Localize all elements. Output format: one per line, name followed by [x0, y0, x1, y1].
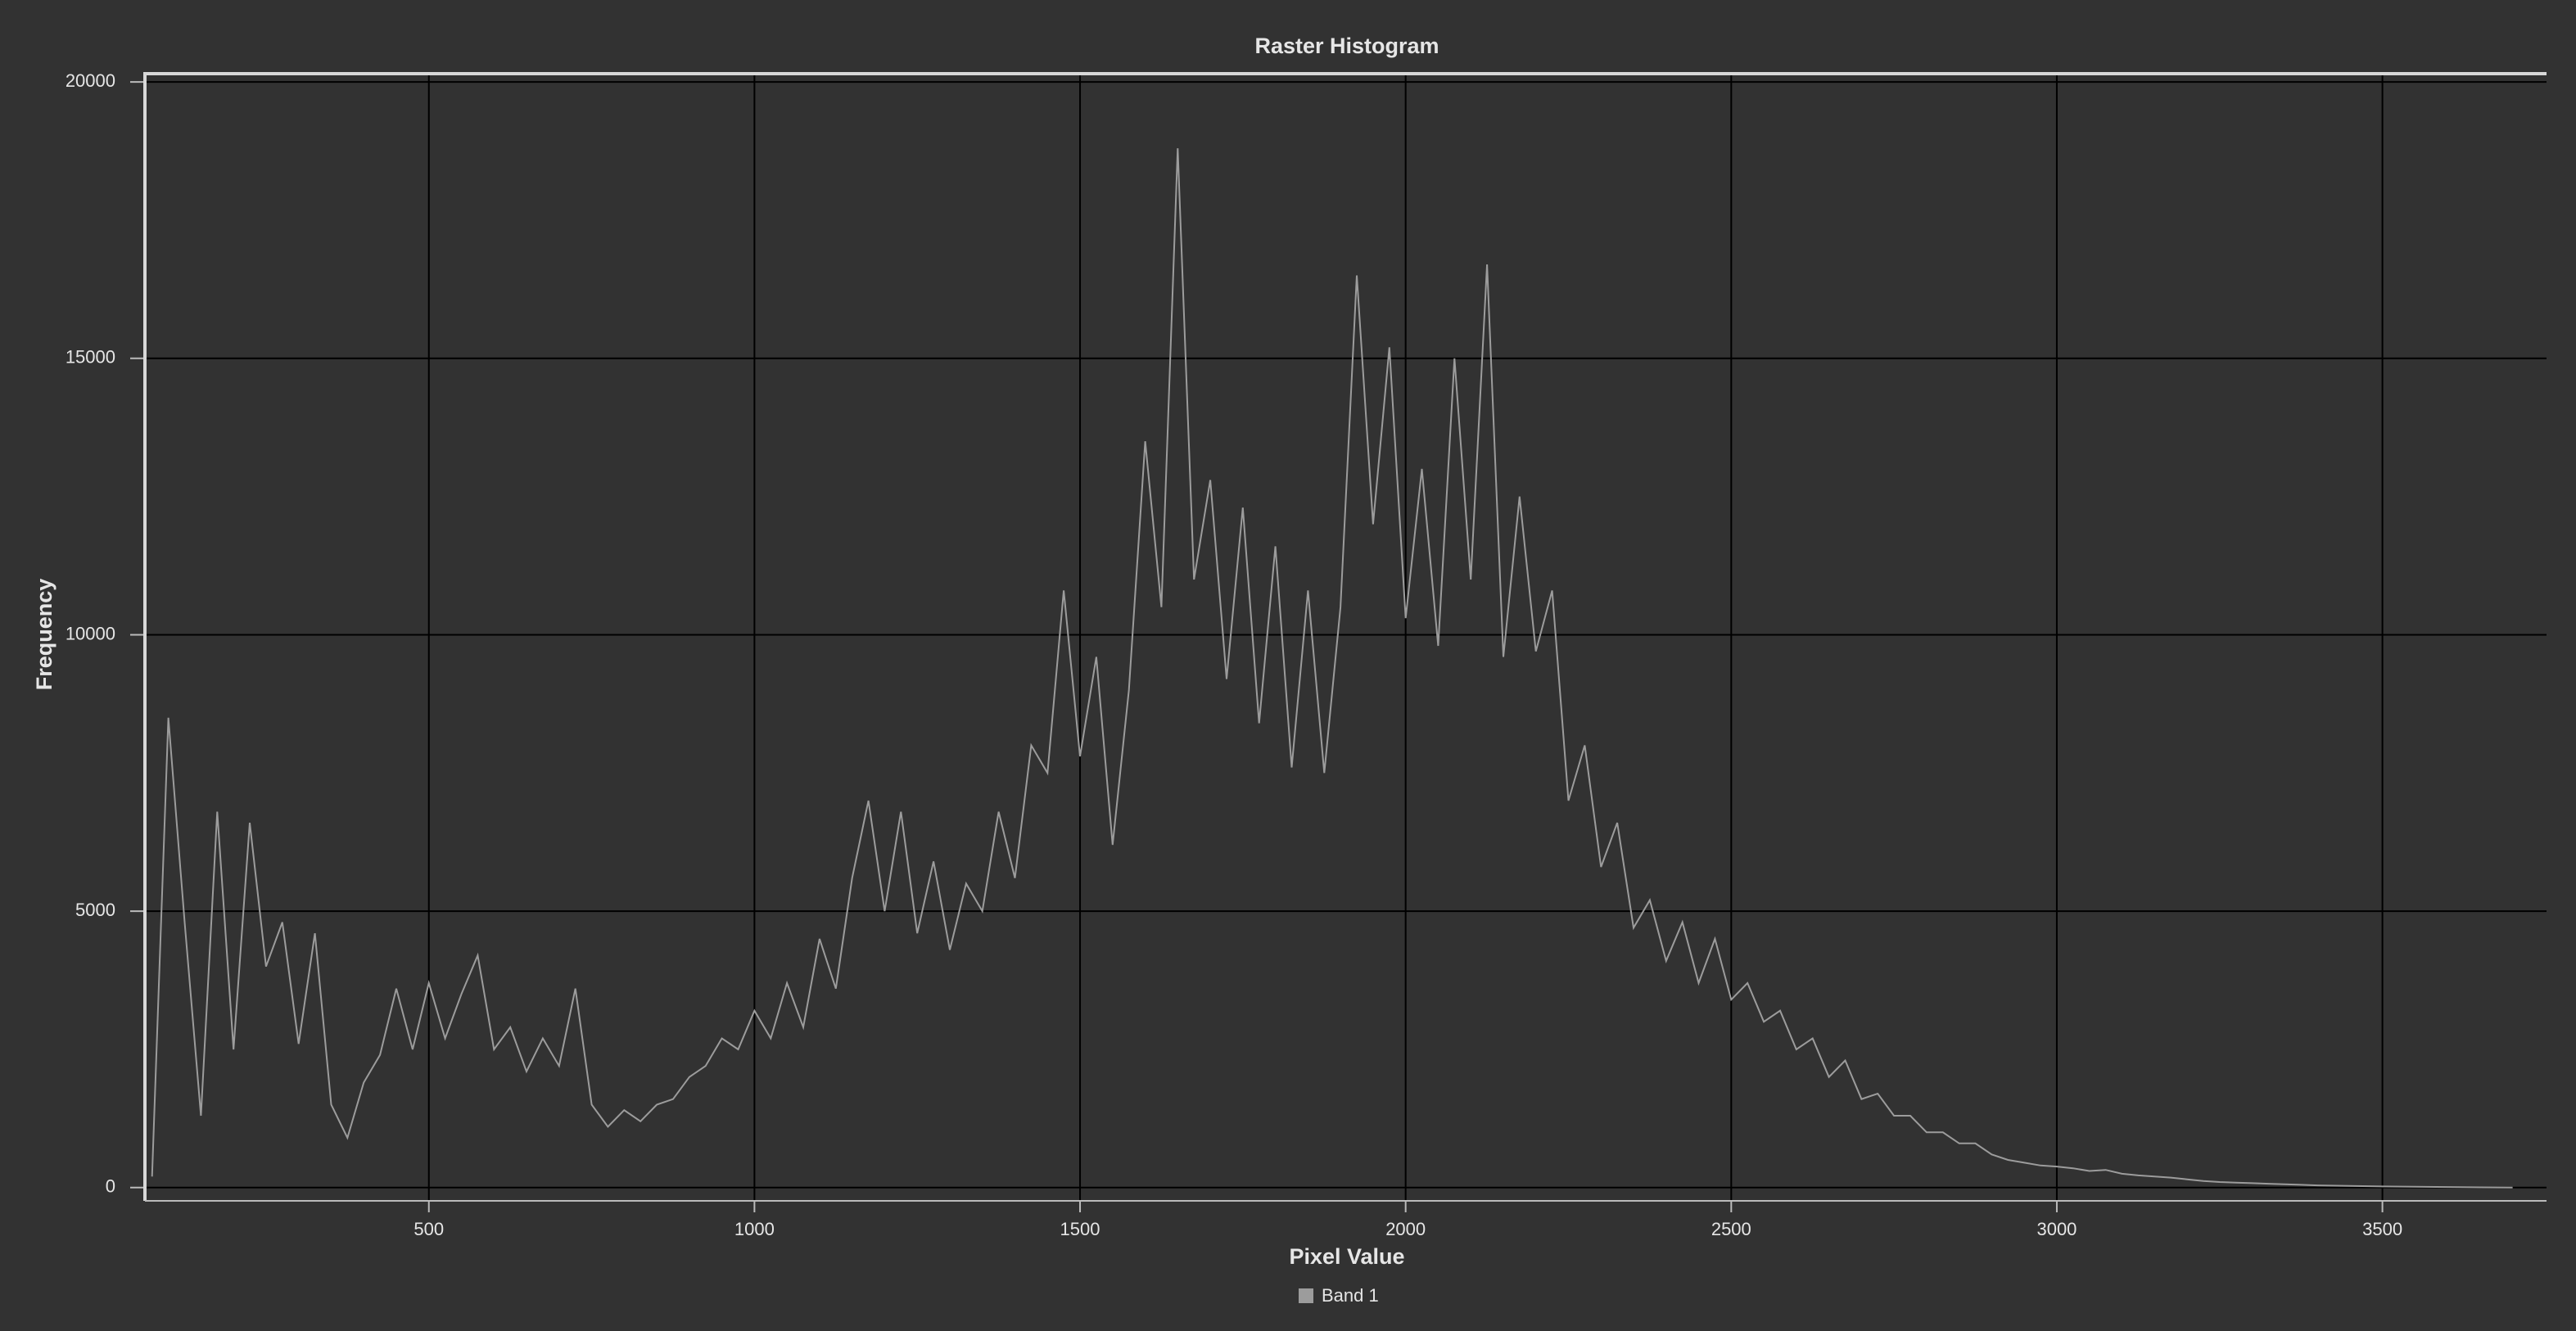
- x-tick-label: 2500: [1711, 1219, 1751, 1239]
- y-tick-label: 10000: [66, 623, 115, 643]
- chart-title: Raster Histogram: [1254, 34, 1439, 58]
- x-tick-label: 1000: [734, 1219, 775, 1239]
- x-tick-label: 500: [414, 1219, 444, 1239]
- y-tick-label: 15000: [66, 347, 115, 368]
- data-line: [151, 148, 2513, 1189]
- x-tick-label: 2000: [1385, 1219, 1426, 1239]
- y-tick-label: 20000: [66, 70, 115, 91]
- x-tick-label: 3000: [2036, 1219, 2077, 1239]
- legend-swatch: [1299, 1288, 1313, 1303]
- x-axis-label: Pixel Value: [1289, 1244, 1404, 1269]
- x-tick-label: 1500: [1060, 1219, 1100, 1239]
- legend-label: Band 1: [1322, 1285, 1379, 1306]
- plot-frame: [143, 72, 2547, 1201]
- x-tick-label: 3500: [2362, 1219, 2402, 1239]
- y-tick-label: 0: [106, 1176, 115, 1197]
- y-axis-label: Frequency: [32, 579, 56, 691]
- y-tick-label: 5000: [75, 900, 115, 920]
